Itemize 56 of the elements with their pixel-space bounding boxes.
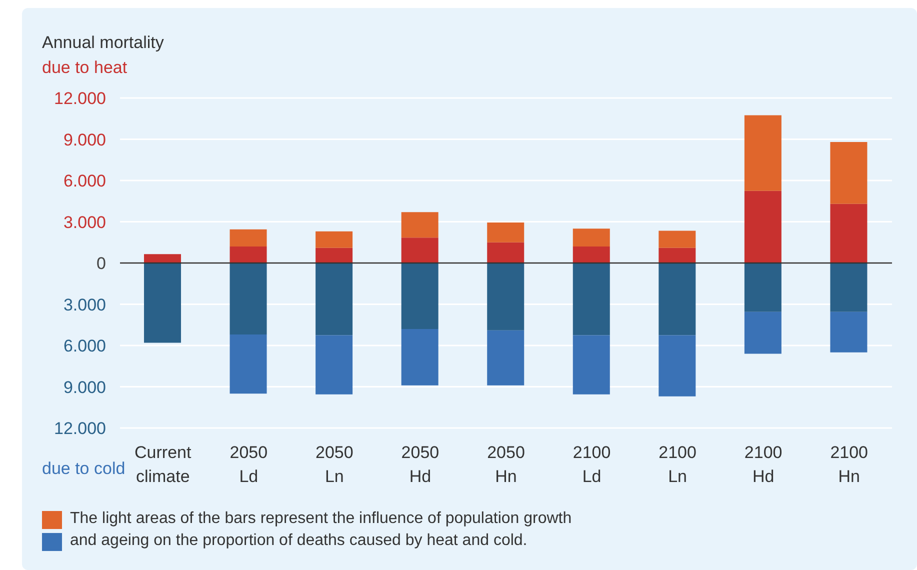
bar [316, 231, 353, 248]
x-tick-label: 2050 Ld [230, 443, 268, 486]
bar [144, 254, 181, 263]
bar [744, 312, 782, 354]
bar [830, 204, 868, 263]
bar [572, 246, 610, 263]
y-tick-label: 12.000 [54, 89, 106, 108]
text: due to heat [42, 58, 128, 78]
bar [487, 242, 524, 263]
bar [316, 248, 353, 263]
bar [401, 238, 438, 263]
y-axis-title: Annual mortality [42, 33, 164, 53]
y-tick-label: 9.000 [63, 378, 106, 397]
bar [230, 334, 267, 394]
x-tick-label: 2050 Ln [316, 443, 354, 486]
bar [572, 335, 610, 394]
bar [658, 263, 696, 336]
bar [572, 228, 610, 246]
y-tick-label: 0 [96, 254, 106, 273]
y-tick-label: 3.000 [63, 295, 106, 314]
bar [401, 329, 438, 386]
bar [658, 335, 696, 396]
bar [744, 190, 782, 263]
bar [401, 263, 438, 329]
bar [230, 229, 267, 246]
x-tick-label: Current climate [134, 443, 192, 486]
bar [572, 263, 610, 336]
y-tick-label: 6.000 [63, 336, 106, 356]
x-tick-label: 2100 Ld [572, 443, 611, 486]
bar [401, 212, 438, 238]
bar [230, 263, 267, 334]
bar [487, 222, 524, 242]
bar [487, 330, 524, 386]
x-tick-label: 2100 Hd [744, 443, 782, 486]
text: The light areas of the bars represent the influence of population growth and ageing on the proportion of deaths caused by heat and cold. [70, 509, 572, 551]
bar [830, 263, 868, 312]
bar [144, 263, 181, 343]
bar [230, 246, 267, 263]
bar [316, 263, 353, 336]
x-tick-label: 2050 Hd [401, 443, 440, 486]
bar [487, 263, 524, 330]
y-tick-label: 6.000 [63, 172, 106, 190]
bar [744, 263, 782, 312]
y-tick-label: 9.000 [63, 130, 106, 150]
bar [316, 335, 353, 394]
bar [830, 142, 868, 204]
bar [744, 115, 782, 191]
y-tick-label: 12.000 [54, 419, 106, 438]
y-tick-label: 3.000 [63, 212, 106, 232]
bar [830, 312, 868, 352]
bar [658, 248, 696, 263]
x-tick-label: 2100 Hn [830, 443, 868, 486]
bar [658, 230, 696, 248]
x-tick-label: 2050 Hn [487, 443, 525, 486]
x-tick-label: 2100 Ln [658, 443, 696, 486]
text: due to cold [42, 459, 126, 479]
